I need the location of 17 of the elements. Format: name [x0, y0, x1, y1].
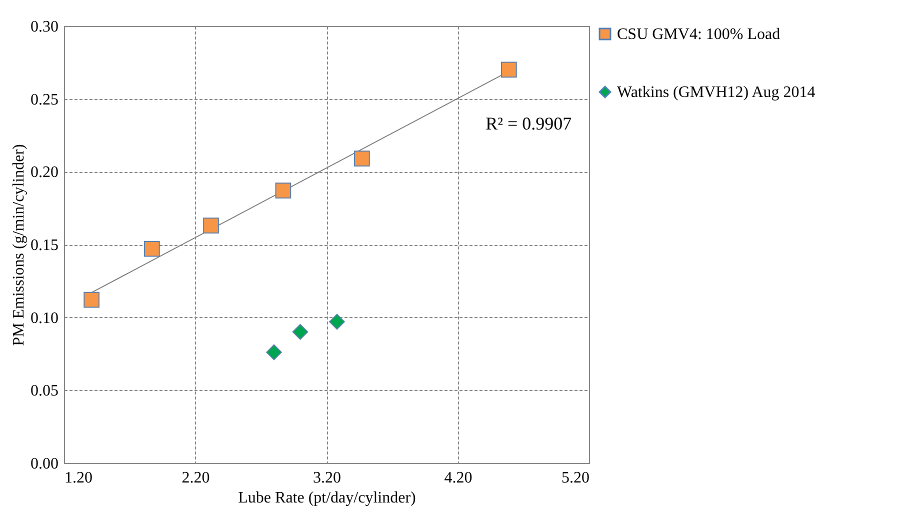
- x-tick-label: 4.20: [444, 470, 472, 486]
- y-tick-label: 0.05: [30, 382, 58, 400]
- x-tick-label: 3.20: [313, 470, 341, 486]
- y-tick-label: 0.15: [30, 237, 58, 254]
- y-tick-label: 0.10: [30, 310, 58, 327]
- y-tick-label: 0.25: [30, 91, 58, 108]
- x-tick-label: 5.20: [562, 470, 590, 486]
- y-tick-label: 0.20: [30, 164, 58, 182]
- y-axis-title: PM Emissions (g/min/cylinder): [10, 144, 28, 346]
- y-tick-label: 0.00: [30, 456, 58, 472]
- legend-label: CSU GMV4: 100% Load: [617, 26, 780, 43]
- x-axis-title: Lube Rate (pt/day/cylinder): [238, 490, 416, 506]
- x-tick-label: 1.20: [64, 470, 92, 486]
- legend-label: Watkins (GMVH12) Aug 2014: [617, 84, 816, 101]
- x-tick-label: 2.20: [182, 470, 210, 486]
- annotation: R² = 0.9907: [486, 113, 572, 134]
- y-tick-label: 0.30: [30, 18, 58, 36]
